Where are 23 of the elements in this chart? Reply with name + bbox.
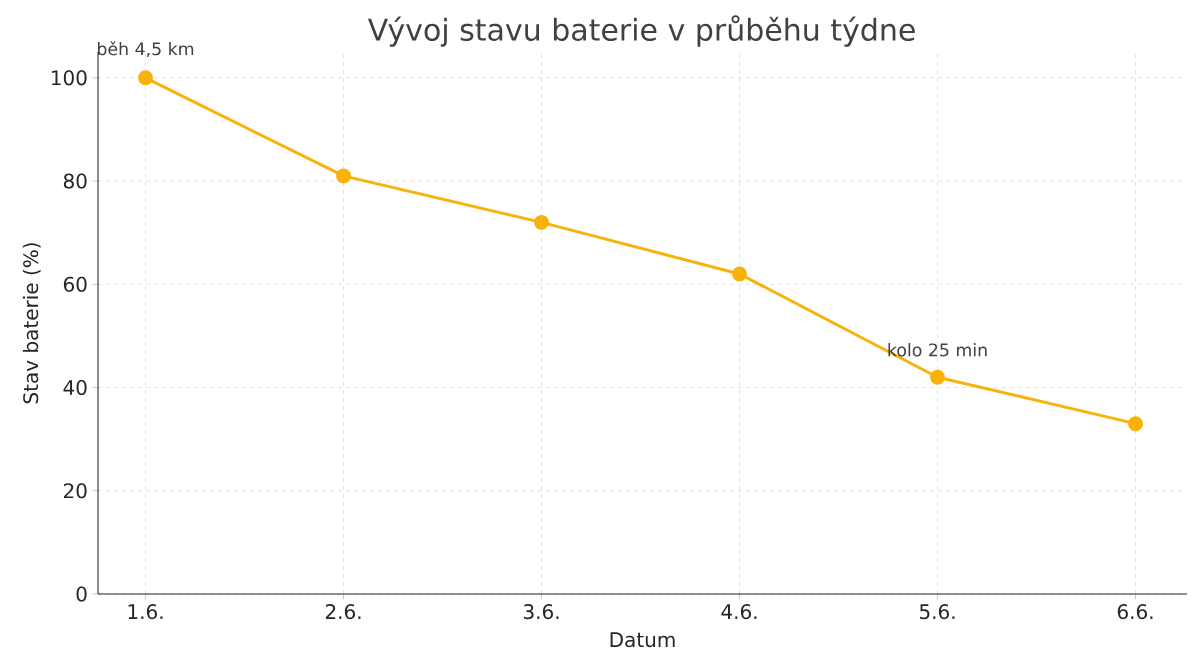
y-tick-label: 0 xyxy=(76,586,87,602)
y-tick-label: 100 xyxy=(51,70,87,86)
x-tick-label: 1.6. xyxy=(128,604,163,620)
point xyxy=(930,369,945,385)
annotation: kolo 25 min xyxy=(888,343,987,357)
annotation: běh 4,5 km xyxy=(98,41,194,58)
x-tick-label: 2.6. xyxy=(325,604,361,620)
point xyxy=(138,70,153,86)
y-tick-label: 20 xyxy=(63,483,87,499)
point xyxy=(732,266,747,282)
y-tick-label: 60 xyxy=(63,276,87,292)
y-tick-label: 80 xyxy=(63,173,87,189)
x-axis-title: Datum xyxy=(610,632,675,648)
y-axis-title: Stav baterie (%) xyxy=(22,243,41,404)
y-tick-label: 40 xyxy=(63,379,87,396)
point xyxy=(534,214,549,230)
x-tick-label: 4.6. xyxy=(721,604,757,620)
x-tick-label: 3.6. xyxy=(523,604,559,620)
point xyxy=(336,168,351,184)
x-tick-label: 5.6. xyxy=(919,604,955,620)
point xyxy=(1128,416,1143,432)
chart-title: Vývoj stavu baterie v průběhu týdne xyxy=(367,15,915,47)
x-tick-label: 6.6. xyxy=(1117,604,1153,620)
